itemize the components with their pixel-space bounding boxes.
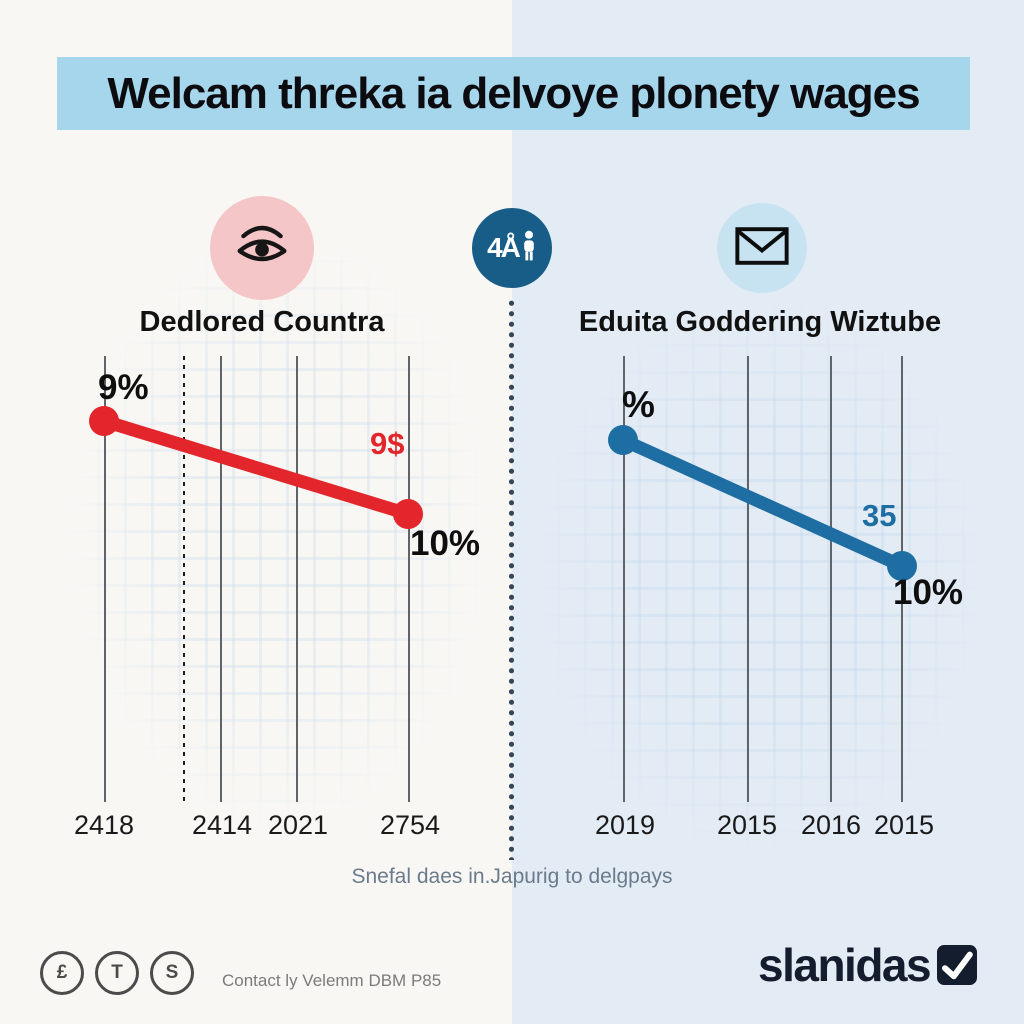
gridline-dotted [183, 356, 185, 802]
gridline [220, 356, 222, 802]
gridline [623, 356, 625, 802]
checkmark-icon [937, 945, 978, 985]
maze-pattern-left [70, 230, 490, 830]
center-glyph: 4Å [487, 232, 521, 263]
gridline [408, 356, 410, 802]
s-badge-icon: S [150, 951, 194, 995]
brand-logo-text: slanidas [758, 939, 932, 991]
title-banner: Welcam threka ia delvoye plonety wages [57, 57, 970, 130]
x-axis-label: 2418 [73, 810, 135, 840]
footnote-text: Snefal daes in.Japurig to delgpays [351, 865, 673, 888]
x-axis-label: 2019 [594, 810, 656, 840]
x-axis-label: 2015 [873, 810, 935, 840]
dotted-divider [509, 298, 514, 860]
brand-logo: slanidas [758, 938, 978, 992]
t-badge-icon: T [95, 951, 139, 995]
person-icon [521, 230, 537, 267]
page-title: Welcam threka ia delvoye plonety wages [107, 68, 920, 118]
center-icon-badge: 4Å [472, 208, 552, 288]
right-start-point-label: % [622, 384, 655, 425]
left-start-point-label: 9% [98, 368, 149, 407]
x-axis-label: 2754 [379, 810, 441, 840]
gridline [296, 356, 298, 802]
contact-text: Contact ly Velemm DBM P85 [222, 971, 442, 990]
gridline [747, 356, 749, 802]
gridline [830, 356, 832, 802]
right-end-point-label: 10% [893, 573, 964, 612]
pound-badge-icon: £ [40, 951, 84, 995]
left-line-annotation: 9$ [370, 426, 405, 461]
x-axis-label: 2016 [800, 810, 862, 840]
right-line-annotation: 35 [862, 498, 897, 533]
left-chart-title: Dedlored Countra [139, 306, 385, 338]
x-axis-label: 2021 [267, 810, 329, 840]
gridline [104, 356, 106, 802]
right-panel-icon-badge [717, 203, 807, 293]
eye-icon [231, 215, 293, 282]
right-chart-title: Eduita Goddering Wiztube [578, 306, 942, 338]
envelope-icon [734, 225, 790, 272]
x-axis-label: 2414 [191, 810, 253, 840]
x-axis-label: 2015 [716, 810, 778, 840]
footer-badges: £ T S [40, 951, 194, 995]
left-end-point-label: 10% [410, 524, 481, 563]
left-panel-icon-badge [210, 196, 314, 300]
